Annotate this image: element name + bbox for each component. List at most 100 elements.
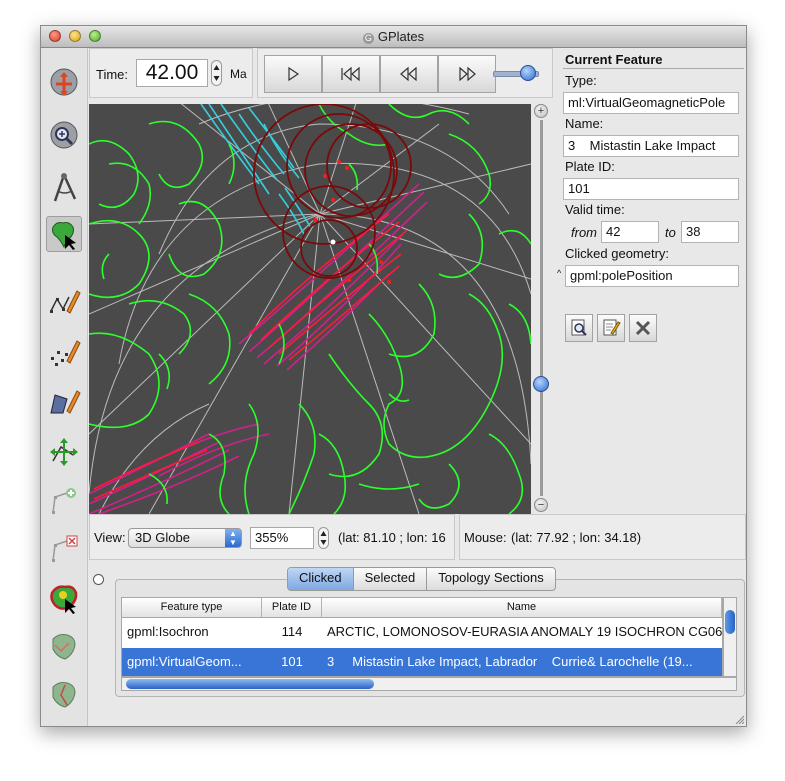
table-vertical-scrollbar[interactable] [723, 597, 737, 677]
camera-coordinates: (lat: 81.10 ; lon: 16 [338, 530, 446, 545]
animation-speed-slider[interactable] [493, 65, 539, 81]
mouse-label: Mouse: [464, 530, 507, 545]
current-feature-header: Current Feature [565, 52, 663, 67]
play-button[interactable] [264, 55, 322, 93]
globe-canvas[interactable] [89, 104, 531, 514]
edit-topology-icon [52, 634, 76, 660]
gplates-logo-icon: G [362, 33, 374, 44]
cell-name: ARCTIC, LOMONOSOV-EURASIA ANOMALY 19 ISO… [327, 624, 722, 639]
isochrons-red [93, 213, 406, 500]
name-field[interactable]: 3 Mistastin Lake Impact [563, 135, 739, 157]
slider-knob[interactable] [520, 65, 536, 81]
tab-topology-sections[interactable]: Topology Sections [438, 570, 544, 585]
title-bar[interactable]: G GPlates [41, 26, 746, 48]
plate-id-label: Plate ID: [565, 159, 615, 174]
pole-points [313, 160, 391, 284]
step-forward-button[interactable] [438, 55, 496, 93]
insert-vertex-icon [52, 488, 76, 514]
feature-table-tabs: Clicked Selected Topology Sections [287, 567, 556, 591]
type-field[interactable]: ml:VirtualGeomagneticPole [563, 92, 739, 114]
vertical-scroll-thumb[interactable] [725, 610, 735, 634]
zoom-stepper-icon[interactable] [318, 527, 329, 549]
time-label: Time: [96, 67, 129, 82]
time-stepper-icon[interactable] [211, 60, 222, 86]
close-window-button[interactable] [49, 30, 61, 42]
name-label: Name: [565, 116, 604, 131]
move-vertex-icon [50, 438, 78, 466]
minimize-window-button[interactable] [69, 30, 81, 42]
mouse-coordinates: (lat: 77.92 ; lon: 34.18) [511, 530, 642, 545]
horizontal-scroll-thumb[interactable] [126, 679, 374, 689]
tab-clicked[interactable]: Clicked [288, 568, 354, 590]
tool-insert-vertex[interactable] [46, 484, 82, 520]
step-back-button[interactable] [380, 55, 438, 93]
query-feature-button[interactable] [565, 314, 593, 342]
zoom-track[interactable] [540, 120, 543, 496]
zoom-in-icon[interactable]: + [534, 104, 548, 118]
resize-grip-icon[interactable] [734, 714, 744, 724]
selected-pole-marker [330, 239, 336, 245]
edit-feature-button[interactable] [597, 314, 625, 342]
table-row-selected[interactable]: gpml:VirtualGeom... 101 3 Mistastin Lake… [122, 648, 722, 676]
column-header-name[interactable]: Name [322, 598, 722, 618]
mouse-position-bar: Mouse: (lat: 77.92 ; lon: 34.18) [459, 514, 746, 560]
detach-panel-icon[interactable] [93, 574, 104, 585]
cell-name: 3 Mistastin Lake Impact, Labrador Currie… [327, 654, 693, 669]
time-unit: Ma [230, 67, 247, 81]
edit-feature-icon [603, 319, 621, 336]
globe-map[interactable] [89, 104, 531, 514]
chevron-updown-icon[interactable]: ▲ ▼ [225, 529, 241, 547]
from-field[interactable]: 42 [601, 221, 659, 243]
pole-circles [253, 104, 412, 279]
tool-build-boundary[interactable] [46, 580, 82, 616]
graticule [89, 104, 531, 514]
tool-digitise-polygon[interactable] [46, 384, 82, 420]
valid-time-label: Valid time: [565, 202, 625, 217]
rewind-to-start-button[interactable] [322, 55, 380, 93]
digitise-polyline-icon [50, 290, 81, 314]
animation-controls [257, 48, 553, 98]
tool-drag-globe[interactable] [46, 66, 82, 102]
coastlines [89, 104, 531, 514]
zoom-window-button[interactable] [89, 30, 101, 42]
time-input[interactable]: 42.00 [136, 59, 208, 87]
rewind-to-start-icon [341, 66, 360, 82]
zoom-out-icon[interactable]: − [534, 498, 548, 512]
cell-plate-id: 101 [281, 654, 303, 669]
zoom-level-field[interactable]: 355% [250, 527, 314, 549]
cell-feature-type: gpml:Isochron [127, 624, 209, 639]
clicked-geometry-field[interactable]: gpml:polePosition [565, 265, 739, 287]
tool-palette [41, 48, 88, 726]
column-header-plate-id[interactable]: Plate ID [262, 598, 322, 618]
tool-move-vertex[interactable] [46, 434, 82, 470]
digitise-multipoint-icon [51, 340, 81, 366]
tab-selected[interactable]: Selected [354, 568, 428, 590]
view-bar: View: 3D Globe ▲ ▼ 355% (lat: 81.10 ; lon:… [89, 514, 455, 560]
clear-selection-button[interactable] [629, 314, 657, 342]
measure-distance-icon [53, 173, 77, 202]
plate-id-field[interactable]: 101 [563, 178, 739, 200]
projection-select[interactable]: 3D Globe ▲ ▼ [128, 528, 242, 548]
feature-table: Feature type Plate ID Name gpml:Isochron… [121, 597, 723, 677]
tool-split-feature[interactable] [46, 676, 82, 712]
expand-arrow-icon[interactable]: ^ [557, 268, 562, 278]
time-control: Time: 42.00 Ma [89, 48, 253, 98]
tool-zoom-globe[interactable] [46, 118, 82, 154]
cell-feature-type: gpml:VirtualGeom... [127, 654, 242, 669]
type-label: Type: [565, 73, 597, 88]
tool-digitise-multipoint[interactable] [46, 334, 82, 370]
header-divider [563, 68, 744, 69]
tool-choose-feature[interactable] [46, 216, 82, 252]
zoom-knob[interactable] [533, 376, 549, 392]
gplates-window: G GPlates [40, 25, 747, 727]
tool-digitise-polyline[interactable] [46, 284, 82, 320]
zoom-slider[interactable]: + − [531, 104, 553, 514]
table-horizontal-scrollbar[interactable] [121, 677, 737, 691]
table-row[interactable]: gpml:Isochron 114 ARCTIC, LOMONOSOV-EURA… [122, 618, 722, 646]
tool-edit-topology[interactable] [46, 628, 82, 664]
column-header-feature-type[interactable]: Feature type [122, 598, 262, 618]
tool-measure-distance[interactable] [46, 170, 82, 206]
to-field[interactable]: 38 [681, 221, 739, 243]
tool-delete-vertex[interactable] [46, 532, 82, 568]
close-icon [635, 320, 651, 336]
